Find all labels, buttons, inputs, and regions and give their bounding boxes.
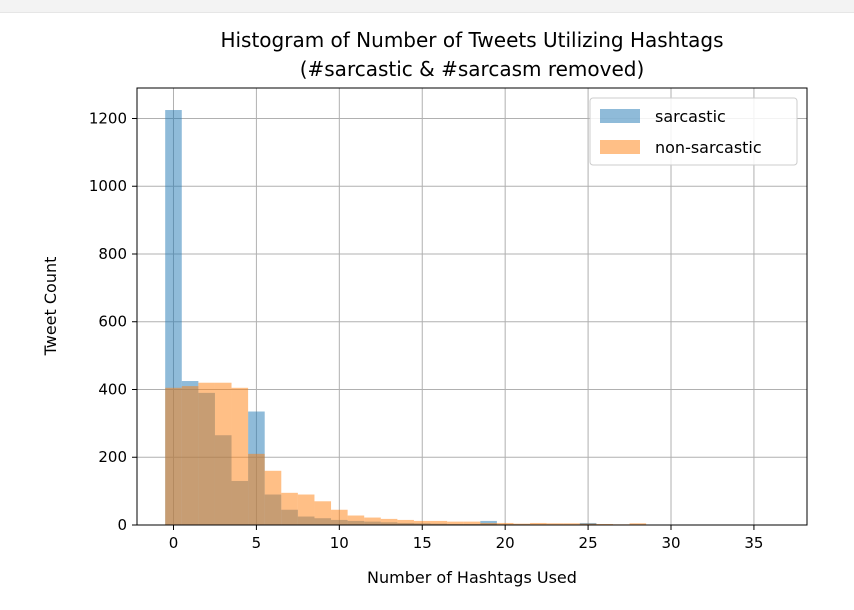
legend-label-non-sarcastic: non-sarcastic (655, 138, 762, 157)
histogram-bar (281, 492, 298, 525)
chart-subtitle: (#sarcastic & #sarcasm removed) (300, 57, 645, 81)
y-tick-label: 600 (98, 313, 127, 331)
histogram-bar (364, 517, 381, 525)
x-tick-label: 35 (744, 534, 763, 552)
x-axis-label: Number of Hashtags Used (367, 568, 577, 587)
x-tick-label: 0 (169, 534, 179, 552)
histogram-bar (530, 522, 547, 525)
histogram-bar (231, 387, 249, 525)
x-tick-label: 20 (496, 534, 515, 552)
histogram-bar (347, 515, 365, 525)
y-tick-label: 0 (117, 516, 127, 534)
histogram-bar (397, 519, 414, 525)
x-tick-label: 5 (252, 534, 262, 552)
histogram-bar (463, 521, 481, 525)
histogram-bar (297, 494, 315, 525)
x-tick-label: 10 (330, 534, 349, 552)
histogram-bar (214, 382, 232, 525)
y-tick-label: 200 (98, 448, 127, 466)
histogram-bar (563, 523, 580, 525)
histogram-bar (513, 523, 531, 525)
histogram-bar (264, 470, 282, 525)
histogram-bar (181, 386, 199, 525)
y-tick-label: 400 (98, 380, 127, 398)
histogram-bar (496, 522, 514, 525)
window-top-bar (0, 0, 854, 13)
x-tick-label: 15 (413, 534, 432, 552)
histogram-bar (480, 522, 497, 525)
legend-swatch-non-sarcastic (600, 140, 640, 154)
chart-title: Histogram of Number of Tweets Utilizing … (220, 28, 723, 52)
legend-swatch-sarcastic (600, 109, 640, 123)
histogram-bar (480, 520, 497, 525)
x-tick-label: 25 (579, 534, 598, 552)
y-tick-label: 1000 (89, 177, 127, 195)
legend-box (589, 97, 798, 166)
histogram-bar (430, 520, 448, 525)
histogram-bar (579, 523, 597, 525)
histogram-bar (413, 520, 431, 525)
y-tick-label: 800 (98, 245, 127, 263)
histogram-bar (380, 518, 398, 525)
histogram-bar (314, 501, 332, 525)
series-non-sarcastic (165, 382, 779, 525)
bars (165, 110, 779, 525)
y-axis-label: Tweet Count (41, 257, 60, 357)
plot-frame (136, 87, 808, 526)
x-tick-label: 30 (661, 534, 680, 552)
histogram-bar (447, 521, 464, 525)
histogram-bar (331, 509, 348, 525)
histogram-bar (629, 523, 647, 525)
y-tick-label: 1200 (89, 109, 127, 127)
histogram-bar (248, 453, 265, 525)
legend-label-sarcastic: sarcastic (655, 107, 726, 126)
histogram-bar (198, 382, 215, 525)
histogram-bar (596, 523, 613, 525)
axis-ticks: 0 5 10 15 20 25 30 35 0 200 400 600 800 1000 1200 (89, 109, 764, 552)
legend: sarcastic non-sarcastic (589, 97, 798, 166)
histogram-bar (165, 387, 182, 525)
histogram-bar (546, 523, 564, 525)
